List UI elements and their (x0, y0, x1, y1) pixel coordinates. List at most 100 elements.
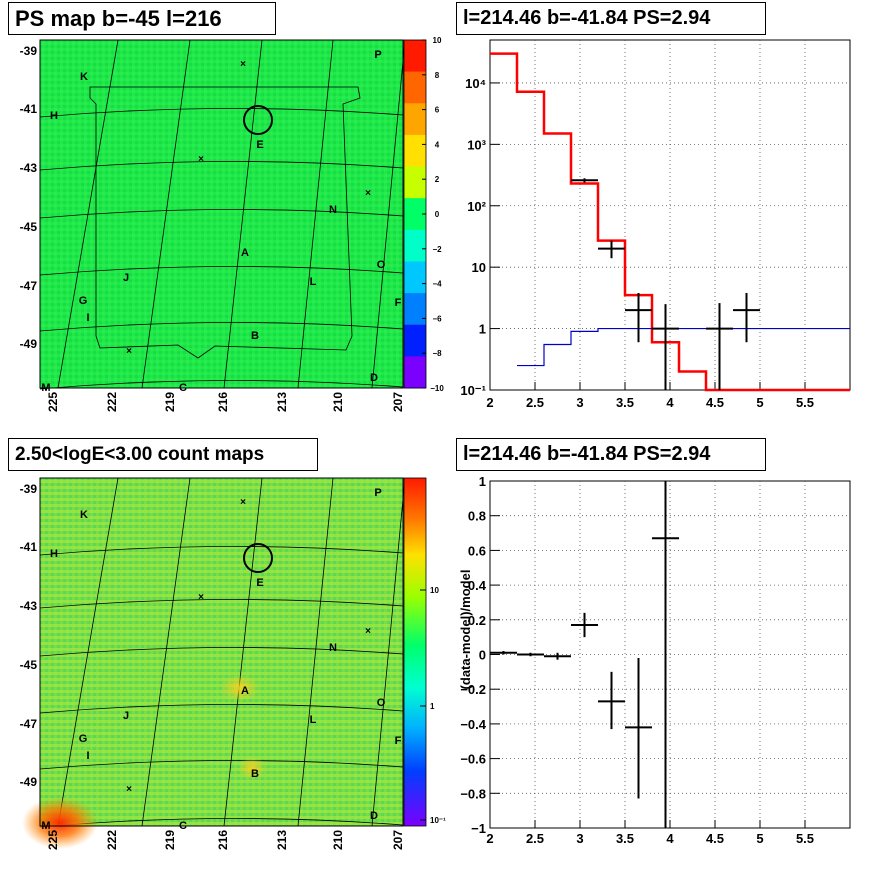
map-x-tick-label: 222 (105, 830, 119, 850)
source-label-i: I (86, 312, 89, 324)
map-frame (39, 477, 404, 827)
source-label-a: A (241, 685, 249, 697)
source-label-e: E (256, 577, 263, 589)
colorbar-tick-label: 8 (435, 71, 440, 80)
colorbar-frame (403, 477, 427, 827)
colorbar-segment (404, 356, 426, 389)
source-cross: × (240, 59, 246, 70)
y-tick-label: 10³ (467, 137, 486, 152)
target-circle (243, 105, 273, 135)
y-tick-label: −0.4 (460, 717, 486, 732)
source-label-o: O (377, 697, 386, 709)
map-x-tick-label: 219 (163, 830, 177, 850)
source-cross: × (198, 154, 204, 165)
excess-hotspot (238, 756, 266, 780)
map-x-tick-label: 207 (391, 830, 405, 850)
source-label-d: D (370, 372, 378, 384)
colorbar-segment (404, 229, 426, 262)
x-tick-label: 4.5 (706, 831, 724, 846)
y-tick-label: 0.6 (468, 543, 486, 558)
target-circle (243, 543, 273, 573)
map-y-tick-label: -45 (20, 658, 38, 672)
y-tick-label: 10⁴ (465, 76, 486, 91)
source-label-n: N (329, 642, 337, 654)
source-label-e: E (256, 139, 263, 151)
y-tick-label: −0.2 (460, 682, 486, 697)
colorbar-segment (404, 166, 426, 199)
source-label-b: B (251, 330, 259, 342)
colorbar-tick-label: 2 (435, 175, 440, 184)
y-tick-label: 0.2 (468, 613, 486, 628)
source-label-p: P (374, 49, 381, 61)
map-y-tick-label: -41 (20, 102, 38, 116)
x-tick-label: 4 (666, 831, 674, 846)
colorbar-tick-label: 1 (430, 702, 435, 711)
source-label-g: G (79, 295, 88, 307)
y-tick-label: 10⁻¹ (460, 383, 486, 398)
map-x-tick-label: 225 (46, 830, 60, 850)
source-cross: × (126, 346, 132, 357)
x-tick-label: 4.5 (706, 395, 724, 410)
x-tick-label: 3 (576, 395, 583, 410)
graticule-longitude (57, 477, 119, 827)
spectrum-plot: 2 2.5 3 3.5 4 4.5 5 5.5 10⁴ 10³ 10² 10 1 10⁻¹ (460, 39, 851, 410)
source-label-h: H (50, 110, 58, 122)
map-y-tick-label: -43 (20, 161, 38, 175)
colorbar-tick-label: −2 (432, 245, 442, 254)
graticule-latitude (39, 704, 404, 714)
x-tick-label: 4 (666, 395, 674, 410)
source-label-b: B (251, 768, 259, 780)
map-y-tick-label: -49 (20, 337, 38, 351)
graticule-longitude (223, 39, 263, 389)
graticule-latitude (39, 380, 404, 390)
graticule-longitude (297, 39, 334, 389)
colorbar-segment (404, 71, 426, 104)
spectrum-top-title: l=214.46 b=-41.84 PS=2.94 (456, 2, 766, 35)
residual-bottom-title: l=214.46 b=-41.84 PS=2.94 (456, 438, 766, 471)
y-tick-label: −0.6 (460, 752, 486, 767)
y-tick-label: 0.4 (468, 578, 487, 593)
graticule-longitude (371, 477, 406, 827)
colorbar-tick-label: 10 (430, 586, 439, 595)
map-x-tick-label: 219 (163, 392, 177, 412)
y-tick-label: 10² (467, 199, 486, 214)
map-background (40, 40, 403, 388)
map-y-tick-label: -47 (20, 279, 38, 293)
model-total-line (490, 52, 850, 392)
source-label-f: F (395, 297, 402, 309)
colorbar-tick-label: −4 (432, 280, 442, 289)
graticule-longitude (57, 39, 119, 389)
x-tick-label: 2 (486, 395, 493, 410)
x-tick-label: 3.5 (616, 831, 634, 846)
map-x-tick-label: 210 (331, 392, 345, 412)
colorbar-tick-label: 6 (435, 106, 440, 115)
residual-plot: 2 2.5 3 3.5 4 4.5 5 5.5 1 0.8 0.6 0.4 0.2 0 −0.2 −0.4 −0… (458, 474, 851, 846)
y-tick-label: −0.8 (460, 786, 486, 801)
source-cross: × (365, 188, 371, 199)
graticule-longitude (297, 477, 334, 827)
x-tick-label: 5.5 (796, 395, 814, 410)
colorbar-segment (404, 324, 426, 357)
map-x-tick-label: 216 (216, 392, 230, 412)
colorbar-segment (404, 293, 426, 326)
y-tick-label: 0 (479, 648, 486, 663)
graticule-latitude (39, 161, 404, 171)
graticule-latitude (39, 108, 404, 118)
source-label-f: F (395, 735, 402, 747)
source-label-o: O (377, 259, 386, 271)
map-x-tick-label: 216 (216, 830, 230, 850)
map-y-tick-label: -47 (20, 717, 38, 731)
source-cross: × (240, 497, 246, 508)
y-tick-label: 1 (479, 322, 486, 337)
x-tick-label: 2.5 (526, 831, 544, 846)
source-label-n: N (329, 204, 337, 216)
source-cross: × (365, 626, 371, 637)
map-x-tick-label: 222 (105, 392, 119, 412)
source-label-a: A (241, 247, 249, 259)
colorbar-segment (404, 103, 426, 136)
graticule-latitude (39, 647, 404, 657)
colorbar-tick-label: 10⁻¹ (430, 816, 446, 825)
count-map-colorbar: 10 1 10⁻¹ (403, 477, 446, 827)
